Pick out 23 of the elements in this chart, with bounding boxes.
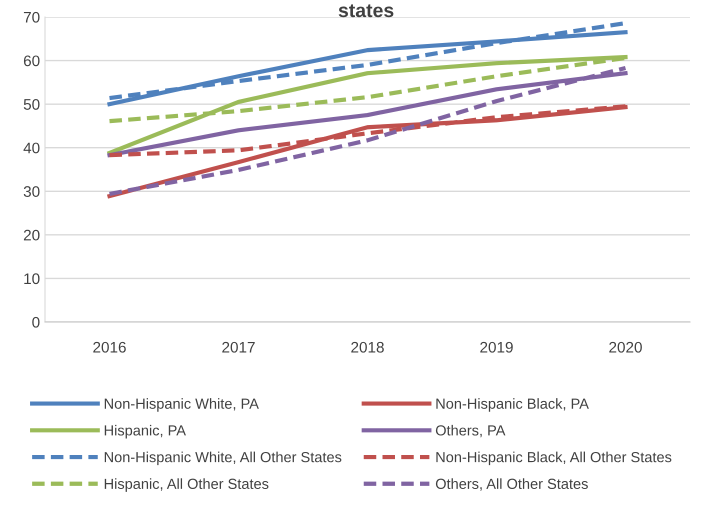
legend-label: Non-Hispanic Black, PA [436, 398, 589, 412]
y-tick-label: 50 [24, 99, 40, 110]
y-tick-label: 70 [24, 12, 40, 23]
x-tick-label: 2018 [351, 342, 384, 353]
y-tick-label: 20 [24, 230, 40, 241]
legend-label: Non-Hispanic White, All Other States [104, 452, 342, 466]
line-series [107, 66, 628, 196]
y-tick-label: 40 [24, 142, 40, 154]
legend-label: Non-Hispanic Black, All Other States [436, 452, 672, 466]
x-tick-label: 2016 [93, 342, 126, 353]
legend-label: Others, All Other States [436, 478, 588, 491]
legend-label: Non-Hispanic White, PA [104, 398, 259, 412]
y-tick-label: 30 [24, 186, 40, 197]
legend-label: Hispanic, PA [104, 424, 186, 438]
x-tick-label: 2020 [609, 342, 642, 353]
chart-title: states [338, 4, 394, 18]
x-tick-label: 2019 [480, 342, 513, 353]
y-tick-label: 10 [24, 273, 40, 284]
y-tick-label: 0 [32, 316, 40, 328]
legend-label: Others, PA [436, 424, 506, 438]
legend-label: Hispanic, All Other States [104, 478, 268, 492]
y-tick-label: 60 [24, 55, 40, 66]
x-tick-label: 2017 [222, 342, 255, 353]
